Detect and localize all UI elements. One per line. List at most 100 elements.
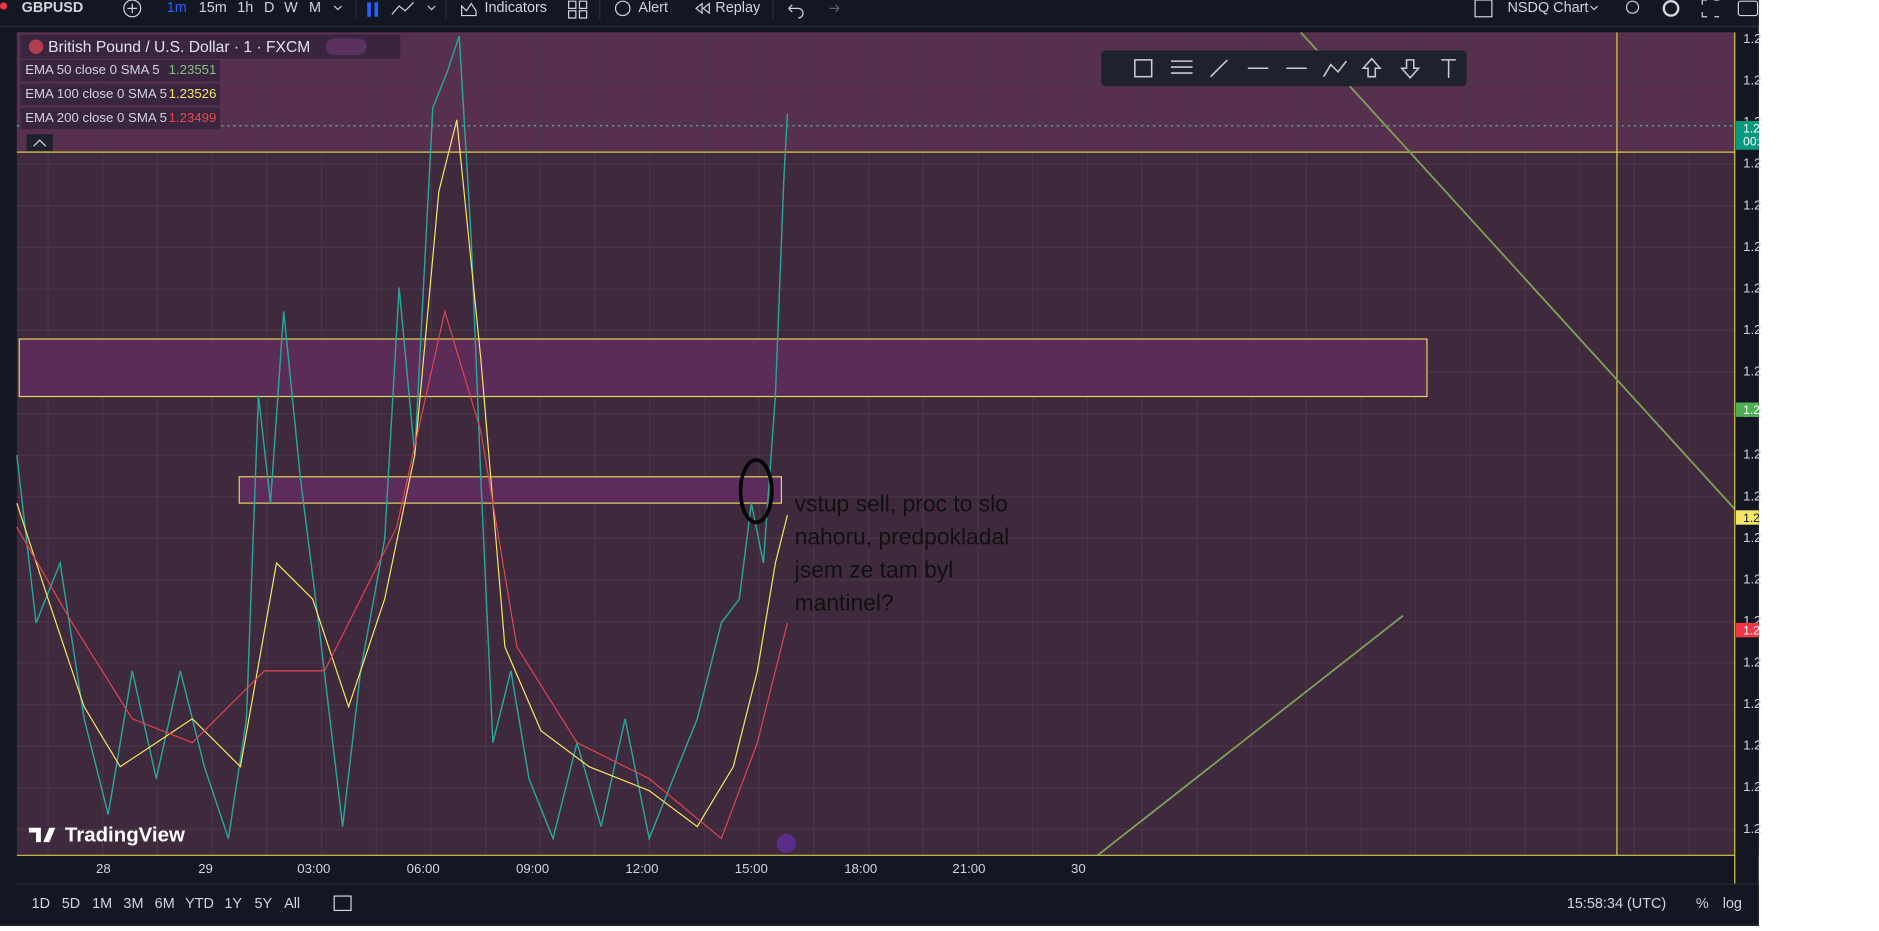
drawing-toolbar[interactable] [1101, 50, 1467, 87]
goto-date[interactable] [333, 895, 352, 912]
highlight-ellipse [738, 458, 774, 525]
trend-line [1300, 31, 1736, 510]
annotation-line: vstup sell, proc to slo [795, 491, 1008, 517]
layout-checkbox[interactable] [1474, 0, 1493, 18]
tool-trendline[interactable] [1210, 59, 1228, 78]
tool-arrow-up[interactable] [1361, 57, 1382, 78]
tool-brush[interactable] [1322, 60, 1348, 78]
interval-button[interactable]: D [264, 0, 274, 16]
study-value: 1.23526 [169, 86, 217, 101]
alert-button[interactable]: Alert [638, 0, 668, 16]
range-button[interactable]: 1D [32, 896, 50, 912]
price-badge [1735, 622, 1759, 638]
layout-dropdown[interactable] [1590, 5, 1599, 11]
time-label: 21:00 [952, 861, 985, 876]
time-label: 15:00 [735, 861, 768, 876]
price-label: 1.2 [1743, 322, 1761, 337]
settings[interactable] [1662, 0, 1680, 17]
range-button[interactable]: 1M [92, 896, 112, 912]
date-ranges: 1D 5D 1M 3M 6M YTD 1Y 5Y All [32, 896, 300, 912]
tool-rectangle[interactable] [1134, 59, 1153, 78]
time-axis-labels: 28 29 03:00 06:00 09:00 12:00 15:00 18:00 21:00 3… [96, 861, 1086, 876]
replay-bolt[interactable] [776, 833, 796, 853]
interval-button[interactable]: 1m [167, 0, 187, 16]
layout-name[interactable]: NSDQ Chart [1508, 0, 1589, 16]
price-label: 1.2 [1743, 779, 1761, 794]
interval-button[interactable]: 1h [237, 0, 253, 16]
interval-button[interactable]: M [309, 0, 321, 16]
clock[interactable]: 15:58:34 (UTC) [1567, 896, 1666, 912]
range-button[interactable]: 5D [62, 896, 80, 912]
tool-text[interactable] [1441, 59, 1456, 78]
grid [16, 32, 1735, 856]
price-label: 1.2 [1743, 530, 1761, 545]
entry-zone [238, 476, 783, 504]
supply-zone [18, 338, 1428, 398]
redo[interactable] [829, 4, 840, 13]
status-dot [0, 2, 8, 10]
ema-path [16, 309, 789, 840]
tool-lines[interactable] [1170, 60, 1193, 74]
price-label: 1.2 [1743, 571, 1761, 586]
time-label: 18:00 [844, 861, 877, 876]
add-symbol-icon [127, 3, 138, 14]
percent-toggle[interactable]: % [1696, 896, 1709, 912]
price-label: 1.2 [1743, 197, 1761, 212]
bottom-bar [0, 884, 1759, 926]
log-toggle[interactable]: log [1723, 896, 1742, 912]
top-toolbar [0, 0, 1759, 27]
chart-type-dropdown[interactable] [427, 5, 436, 11]
interval-button[interactable]: 15m [199, 0, 227, 16]
price-badge [1735, 510, 1759, 525]
range-button[interactable]: All [284, 896, 300, 912]
price-badge [1735, 120, 1759, 150]
price-label: 1.2 [1743, 738, 1761, 753]
time-label: 06:00 [407, 861, 440, 876]
price-badge-countdown: 00: [1743, 135, 1760, 149]
tool-arrow-down[interactable] [1400, 59, 1421, 80]
price-label: 1.2 [1743, 655, 1761, 670]
annotation-line: nahoru, predpokladal [795, 524, 1010, 550]
collapse-button[interactable] [26, 134, 53, 151]
drawing-tools [1134, 57, 1456, 80]
time-label: 29 [198, 861, 213, 876]
symbol[interactable]: GBPUSD [22, 0, 84, 16]
intervals-dropdown[interactable] [333, 5, 342, 11]
range-button[interactable]: 3M [123, 896, 143, 912]
range-button[interactable]: YTD [185, 896, 214, 912]
range-button[interactable]: 5Y [254, 896, 272, 912]
legend-title-bg [20, 34, 401, 59]
price-label: 1.2 [1743, 364, 1761, 379]
time-label: 09:00 [516, 861, 549, 876]
legend-title: British Pound / U.S. Dollar · 1 · FXCM [48, 39, 310, 56]
replay-button[interactable]: Replay [715, 0, 761, 16]
legend-row-bg [20, 107, 220, 130]
trend-line [1097, 615, 1404, 857]
price-badge [1735, 402, 1759, 417]
replay-icon [695, 2, 710, 15]
templates-icon[interactable] [568, 0, 588, 19]
interval-button[interactable]: W [284, 0, 298, 16]
indicators-button[interactable]: Indicators [484, 0, 547, 16]
price-label: 1.2 [1743, 156, 1761, 171]
range-button[interactable]: 1Y [224, 896, 242, 912]
undo[interactable] [788, 4, 804, 19]
annotation-line: jsem ze tam byl [794, 556, 954, 582]
study-name: EMA 50 close 0 SMA 5 [25, 62, 159, 77]
price-label: 1.2 [1743, 280, 1761, 295]
screenshot-button[interactable] [1737, 0, 1759, 17]
add-symbol[interactable] [123, 0, 142, 18]
price-path [16, 35, 789, 842]
symbol-flag [28, 39, 44, 54]
search[interactable] [1625, 0, 1640, 14]
range-button[interactable]: 6M [155, 896, 175, 912]
legend-toggle[interactable] [325, 38, 367, 56]
line-icon[interactable] [391, 1, 414, 15]
price-axis-labels: 1.2 1.2 1.2 1.2 1.2 1.2 1.2 1.2 1.2 1.2 1.2 1.2 1.2 1… [1735, 31, 1762, 836]
price-label: 1.2 [1743, 821, 1761, 836]
annotation-line: mantinel? [795, 589, 894, 615]
price-label: 1.2 [1743, 73, 1761, 88]
candles-icon[interactable] [367, 2, 379, 17]
